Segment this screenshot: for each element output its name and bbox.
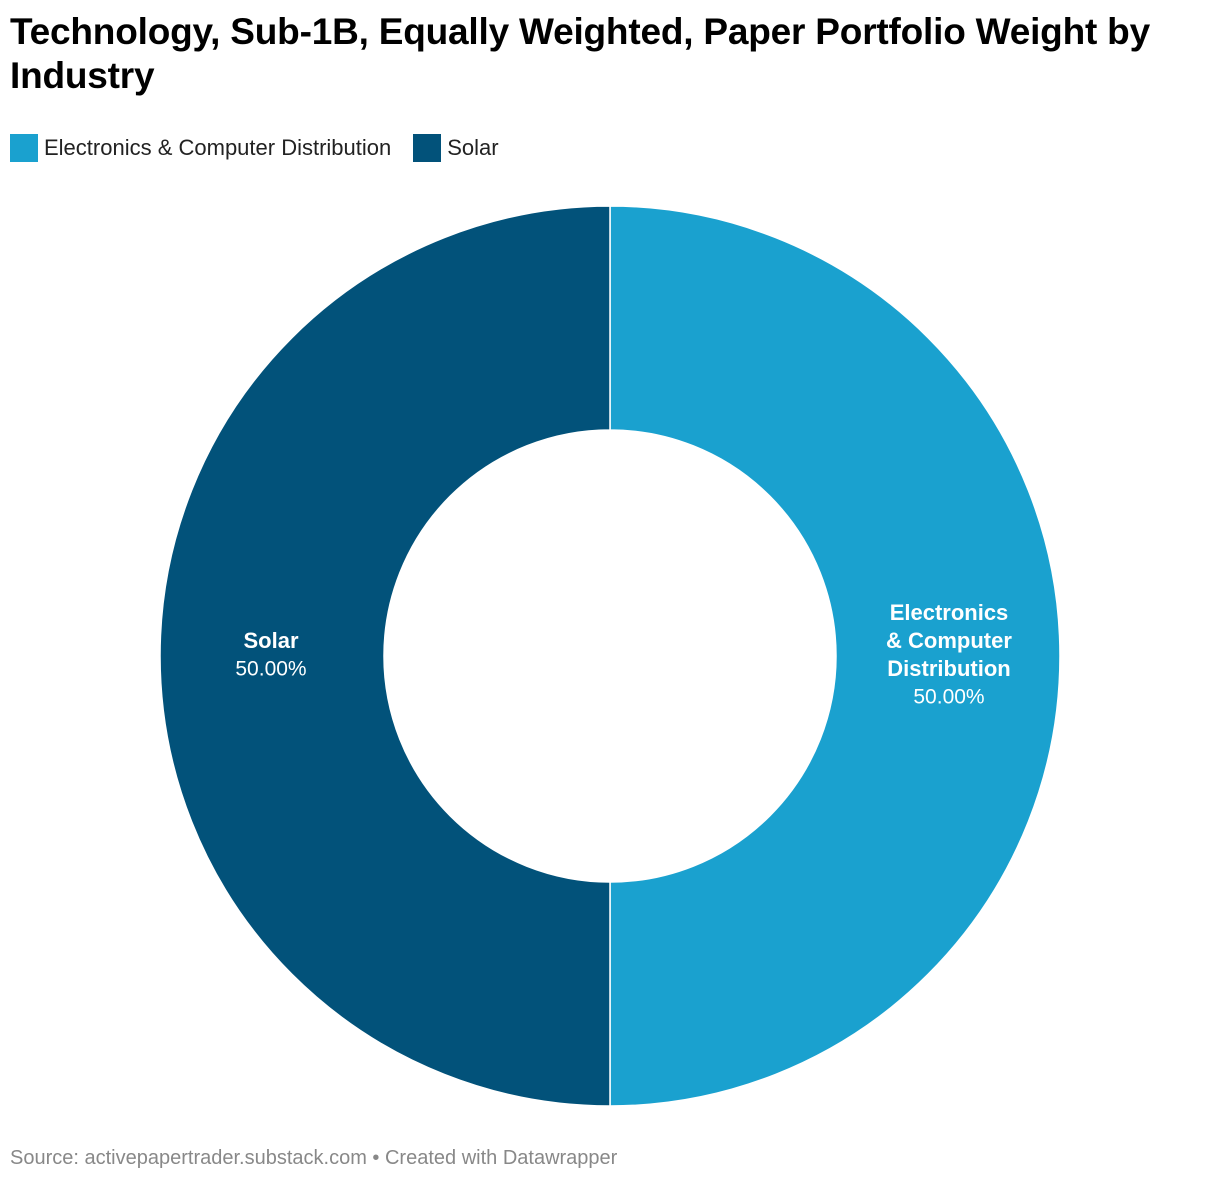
legend-item-solar: Solar	[413, 134, 499, 162]
footer-source-label: Source:	[10, 1147, 85, 1169]
slice-value-0: 50.00%	[913, 686, 984, 709]
footer: Source: activepapertrader.substack.com •…	[10, 1147, 617, 1170]
slice-label-1: Solar 50.00%	[235, 628, 306, 681]
donut-slice-1	[159, 205, 611, 1107]
donut-slice-0	[609, 205, 1061, 1107]
footer-separator: •	[366, 1147, 385, 1169]
slice-name-1-line-0: Solar	[243, 628, 298, 653]
footer-source: activepapertrader.substack.com	[84, 1147, 367, 1169]
slice-label-0: Electronics & Computer Distribution 50.00%	[886, 600, 1012, 709]
legend-label-electronics: Electronics & Computer Distribution	[44, 135, 392, 160]
legend-swatch-electronics	[10, 134, 38, 162]
slice-name-0-line-1: & Computer	[886, 628, 1012, 653]
legend-swatch-solar	[413, 134, 442, 162]
slice-value-1: 50.00%	[235, 658, 306, 681]
footer-credit: Created with Datawrapper	[384, 1147, 618, 1169]
legend-item-electronics: Electronics & Computer Distribution	[10, 134, 391, 162]
legend: Electronics & Computer Distribution Sola…	[10, 133, 521, 163]
slice-name-0-line-2: Distribution	[887, 656, 1010, 681]
legend-label-solar: Solar	[447, 135, 499, 160]
chart-title: Technology, Sub-1B, Equally Weighted, Pa…	[10, 11, 1150, 96]
slice-name-0-line-0: Electronics	[890, 600, 1009, 625]
